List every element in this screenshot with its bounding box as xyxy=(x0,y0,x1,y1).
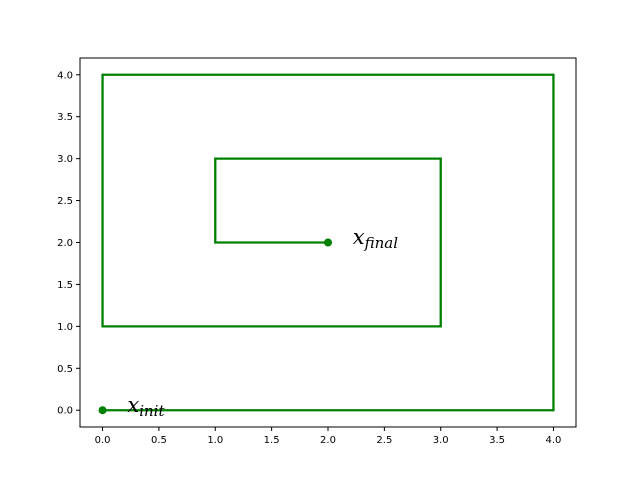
x-tick-label: 2.5 xyxy=(376,435,392,446)
x-tick-label: 3.0 xyxy=(433,435,449,446)
annotation-base: x xyxy=(353,225,365,249)
point-annotation: xfinal xyxy=(353,225,398,252)
y-tick-label: 1.5 xyxy=(57,280,73,291)
x-tick-label: 0.0 xyxy=(95,435,111,446)
y-tick-label: 3.0 xyxy=(57,154,73,165)
y-tick-label: 4.0 xyxy=(57,70,73,81)
path-point-marker xyxy=(324,238,332,247)
markers-layer xyxy=(98,238,332,415)
annotation-subscript: init xyxy=(139,402,165,420)
annotation-base: x xyxy=(127,393,139,417)
x-tick-label: 3.5 xyxy=(489,435,505,446)
ticks-layer: 0.0 0.5 1.0 1.5 2.0 2.5 3.0 3.5 4.0 0.0 0.5 1.0 1.5 2… xyxy=(57,70,561,446)
point-annotation: xinit xyxy=(127,393,165,420)
path-series-line xyxy=(101,73,555,412)
y-tick-label: 3.5 xyxy=(57,112,73,123)
y-tick-label: 2.5 xyxy=(57,196,73,207)
x-tick-label: 1.0 xyxy=(207,435,223,446)
path-point-marker xyxy=(98,406,107,415)
x-tick-label: 0.5 xyxy=(151,435,167,446)
y-tick-label: 0.5 xyxy=(57,364,73,375)
y-tick-label: 2.0 xyxy=(57,238,73,249)
x-tick-label: 1.5 xyxy=(264,435,280,446)
y-tick-label: 1.0 xyxy=(57,322,73,333)
series-layer xyxy=(101,73,555,412)
annotation-subscript: final xyxy=(364,234,399,252)
y-tick-label: 0.0 xyxy=(57,406,73,417)
x-tick-label: 4.0 xyxy=(546,435,562,446)
x-tick-label: 2.0 xyxy=(320,435,336,446)
plot-frame xyxy=(79,57,577,428)
